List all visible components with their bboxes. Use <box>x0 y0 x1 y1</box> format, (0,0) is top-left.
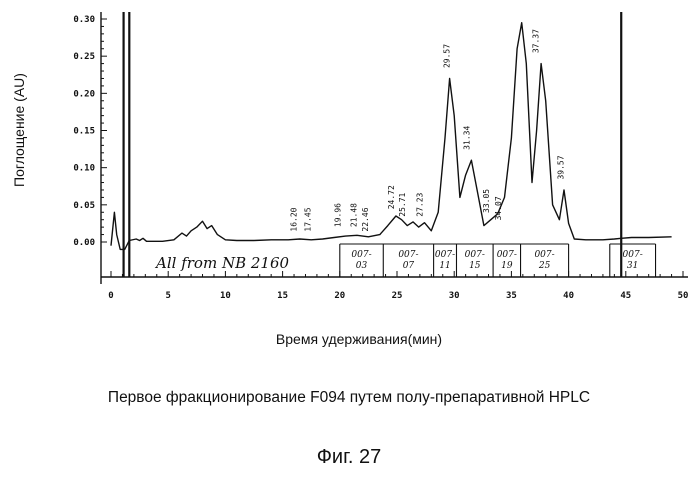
axis-frame: 0.00 0.05 0.10 0.15 0.20 0.25 0.30 0 5 10 15 20 25 30… <box>73 12 688 301</box>
fraction-label: 007- <box>497 250 517 260</box>
y-axis-title: Поглощение (AU) <box>11 73 27 187</box>
x-tick-label: 15 <box>277 291 288 301</box>
x-tick-label: 20 <box>334 291 345 301</box>
peak-label: 21.48 <box>350 203 359 227</box>
handwritten-annotation: All from NB 2160 <box>154 254 289 272</box>
x-tick-label: 0 <box>108 291 113 301</box>
peak-label: 25.71 <box>398 192 407 216</box>
marker-lines <box>122 12 623 277</box>
x-tick-label: 25 <box>392 291 403 301</box>
figure-number: Фиг. 27 <box>316 446 382 468</box>
trace-layer <box>110 22 672 251</box>
y-tick-label: 0.30 <box>73 15 95 25</box>
peak-labels: 16.20 17.45 19.96 21.48 22.46 24.72 25.71 27.23… <box>289 29 565 232</box>
peak-label: 19.96 <box>333 203 342 227</box>
fraction-label: 15 <box>469 261 481 271</box>
x-tick-label: 45 <box>620 291 631 301</box>
x-axis-title: Время удерживания(мин) <box>276 331 442 347</box>
x-tick-label: 30 <box>449 291 460 301</box>
fraction-label: 03 <box>356 261 368 271</box>
peak-label: 34.07 <box>494 196 503 220</box>
fraction-label: 31 <box>627 261 638 271</box>
peak-label: 29.57 <box>442 44 451 68</box>
peak-label: 24.72 <box>387 185 396 209</box>
fraction-label: 19 <box>501 261 513 271</box>
chromatogram-trace <box>110 22 672 251</box>
peak-label: 27.23 <box>416 192 425 216</box>
peak-label: 33.05 <box>482 189 491 213</box>
x-tick-label: 5 <box>165 291 170 301</box>
y-tick-label: 0.15 <box>73 127 95 137</box>
fraction-label: 007- <box>435 250 455 260</box>
peak-label: 16.20 <box>289 207 298 231</box>
peak-label: 39.57 <box>557 155 566 179</box>
x-tick-label: 10 <box>220 291 231 301</box>
peak-label: 31.34 <box>463 126 472 150</box>
fraction-boxes: 007-03007-07007-11007-15007-19007-25007-… <box>339 243 657 277</box>
y-tick-label: 0.20 <box>73 89 95 99</box>
peak-label: 22.46 <box>361 207 370 231</box>
y-tick-label: 0.10 <box>73 164 95 174</box>
x-tick-label: 40 <box>563 291 574 301</box>
y-tick-label: 0.00 <box>73 238 95 248</box>
y-tick-label: 0.05 <box>73 201 95 211</box>
chromatogram-chart: 0.00 0.05 0.10 0.15 0.20 0.25 0.30 0 5 10 15 20 25 30… <box>11 12 688 347</box>
fraction-label: 007- <box>351 250 371 260</box>
peak-label: 37.37 <box>532 29 541 53</box>
x-tick-label: 35 <box>506 291 517 301</box>
fraction-label: 007- <box>623 250 643 260</box>
fraction-label: 007- <box>465 250 485 260</box>
fraction-label: 007- <box>398 250 418 260</box>
figure-caption: Первое фракционирование F094 путем полу-… <box>107 389 591 406</box>
fraction-label: 25 <box>538 261 551 271</box>
fraction-label: 07 <box>403 261 415 271</box>
y-tick-label: 0.25 <box>73 52 95 62</box>
fraction-label: 11 <box>439 261 450 271</box>
peak-label: 17.45 <box>304 207 313 231</box>
x-tick-label: 50 <box>678 291 689 301</box>
fraction-label: 007- <box>534 250 554 260</box>
